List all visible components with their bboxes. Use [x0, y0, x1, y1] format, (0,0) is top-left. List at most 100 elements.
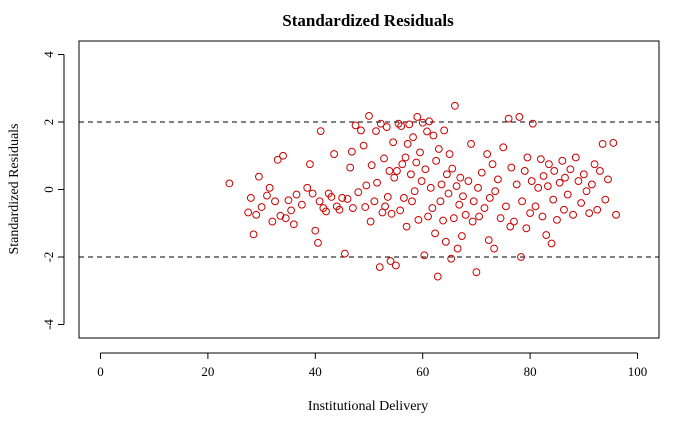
data-point: [381, 202, 390, 211]
data-point: [534, 183, 543, 192]
data-point: [314, 238, 322, 247]
data-point: [408, 197, 416, 206]
data-point: [281, 214, 290, 223]
data-point: [389, 138, 398, 147]
data-point: [279, 151, 287, 160]
data-point: [289, 220, 298, 229]
data-point: [484, 236, 493, 245]
data-point: [459, 192, 467, 201]
x-tick-label: 20: [201, 364, 214, 379]
data-point: [382, 123, 391, 131]
data-point: [585, 209, 594, 218]
data-point: [385, 167, 394, 175]
data-point: [561, 173, 569, 182]
data-point: [502, 202, 510, 211]
data-point: [390, 173, 399, 182]
data-point: [507, 163, 516, 172]
data-point: [412, 158, 421, 167]
data-point: [587, 180, 596, 189]
data-point: [398, 160, 407, 169]
data-point: [431, 229, 439, 238]
plot-frame: [78, 40, 660, 339]
data-point: [257, 203, 266, 211]
data-point: [538, 212, 547, 221]
chart-title: Standardized Residuals: [282, 11, 454, 30]
data-point: [405, 120, 414, 129]
data-point: [244, 208, 253, 217]
data-point: [365, 112, 373, 120]
data-point: [526, 209, 535, 218]
data-point: [523, 153, 532, 162]
data-point: [263, 191, 271, 200]
data-point: [510, 217, 518, 226]
data-point: [303, 183, 312, 192]
data-point: [315, 197, 324, 206]
data-point: [449, 214, 458, 223]
x-axis: 0 20 40 60 80 100: [97, 352, 647, 379]
y-axis-label: Standardized Residuals: [7, 123, 22, 254]
data-point: [418, 118, 427, 127]
data-point: [273, 155, 282, 164]
data-point: [308, 189, 317, 198]
data-point: [596, 167, 604, 175]
data-point: [453, 244, 462, 253]
data-point: [426, 183, 435, 192]
data-point: [246, 194, 255, 202]
data-point: [265, 183, 274, 192]
data-point: [394, 119, 403, 128]
y-tick-label: 0: [41, 186, 56, 193]
data-point: [343, 195, 352, 203]
data-point: [447, 254, 456, 263]
y-tick-label: -2: [41, 252, 56, 263]
y-tick-label: 4: [41, 51, 56, 58]
data-point: [496, 214, 505, 223]
data-point: [402, 222, 411, 231]
x-tick-label: 0: [97, 364, 104, 379]
data-point: [370, 197, 379, 206]
data-point: [434, 145, 443, 153]
data-point: [569, 210, 577, 219]
data-point: [560, 205, 568, 214]
data-point: [421, 165, 430, 174]
data-point: [403, 140, 412, 148]
data-point: [451, 101, 459, 110]
data-point: [553, 215, 561, 224]
data-point: [598, 140, 607, 148]
data-point: [357, 126, 365, 135]
data-point: [522, 224, 531, 233]
data-point: [406, 170, 415, 179]
data-point: [604, 175, 612, 184]
data-point: [571, 153, 580, 162]
data-point: [531, 202, 540, 211]
data-point: [536, 155, 545, 164]
data-point: [527, 177, 536, 185]
data-point: [579, 170, 588, 179]
data-point: [452, 182, 461, 191]
data-point: [582, 187, 591, 196]
data-point: [271, 197, 279, 206]
data-point: [429, 131, 438, 140]
data-point: [268, 217, 277, 226]
data-point: [362, 181, 371, 190]
data-point: [499, 143, 508, 152]
data-point: [445, 150, 454, 158]
data-point: [359, 141, 368, 150]
data-point: [517, 253, 525, 261]
data-point: [423, 127, 431, 136]
data-point: [456, 173, 465, 182]
data-point: [297, 200, 306, 209]
data-point: [287, 206, 296, 215]
data-point: [577, 199, 586, 207]
data-point: [593, 205, 602, 214]
data-point: [335, 205, 344, 214]
data-point: [520, 167, 529, 175]
x-tick-label: 40: [309, 364, 322, 379]
data-point: [391, 261, 400, 270]
data-point: [386, 257, 395, 265]
data-point: [252, 210, 261, 219]
data-point: [400, 194, 408, 202]
data-point: [372, 127, 380, 136]
data-point: [491, 187, 500, 196]
data-point: [432, 156, 441, 165]
